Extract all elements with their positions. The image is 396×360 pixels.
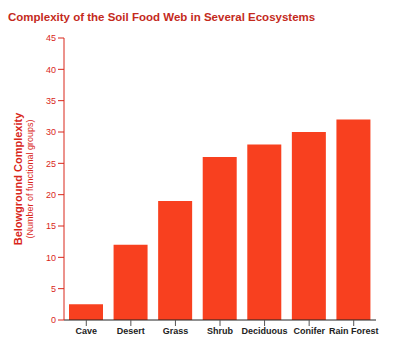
svg-text:25: 25 <box>46 159 56 169</box>
svg-text:Desert: Desert <box>117 326 145 336</box>
svg-text:15: 15 <box>46 221 56 231</box>
svg-text:45: 45 <box>46 33 56 43</box>
svg-text:0: 0 <box>51 315 56 325</box>
svg-text:Shrub: Shrub <box>207 326 234 336</box>
svg-text:5: 5 <box>51 284 56 294</box>
svg-text:Grass: Grass <box>163 326 189 336</box>
svg-text:Belowground Complexity: Belowground Complexity <box>12 112 24 246</box>
svg-text:Deciduous: Deciduous <box>242 326 288 336</box>
svg-text:(Number of functional groups): (Number of functional groups) <box>25 119 35 238</box>
svg-text:30: 30 <box>46 127 56 137</box>
svg-text:Cave: Cave <box>76 326 98 336</box>
svg-text:40: 40 <box>46 65 56 75</box>
svg-text:10: 10 <box>46 253 56 263</box>
svg-text:35: 35 <box>46 96 56 106</box>
svg-text:20: 20 <box>46 190 56 200</box>
svg-text:Rain Forest: Rain Forest <box>329 326 379 336</box>
html-text:Complexity of the Soil Food We: Complexity of the Soil Food Web in Sever… <box>8 11 316 23</box>
svg-text:Conifer: Conifer <box>293 326 325 336</box>
